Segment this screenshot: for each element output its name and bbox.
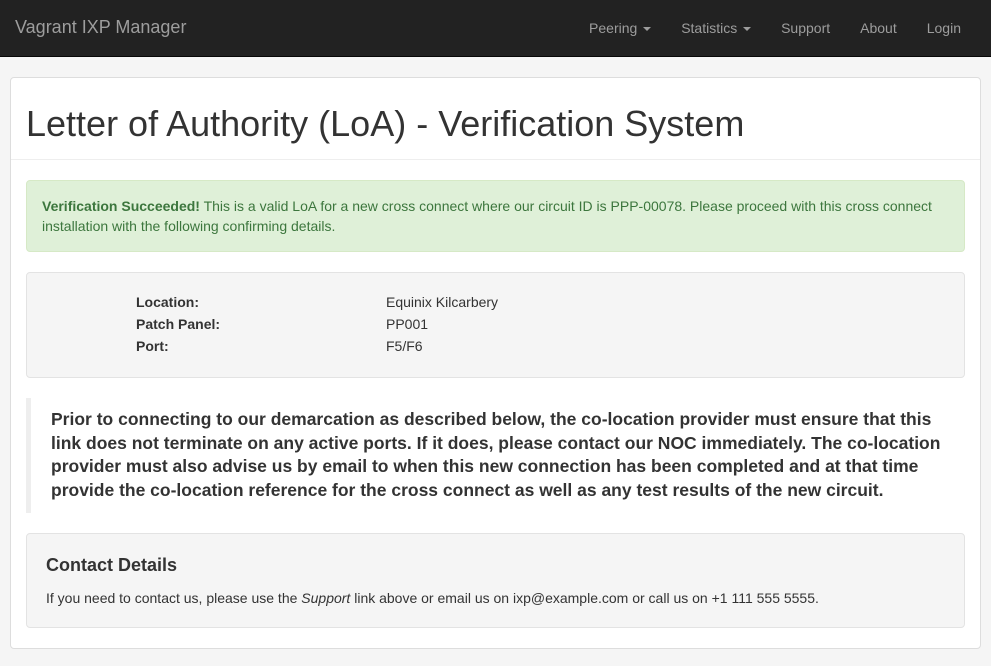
- alert-strong: Verification Succeeded!: [42, 198, 200, 214]
- nav-statistics[interactable]: Statistics: [666, 3, 766, 53]
- panel-value: PP001: [386, 314, 945, 334]
- port-value: F5/F6: [386, 336, 945, 356]
- location-label: Location:: [46, 292, 386, 312]
- detail-row-panel: Patch Panel: PP001: [46, 314, 945, 334]
- top-navbar: Vagrant IXP Manager Peering Statistics S…: [0, 0, 991, 57]
- chevron-down-icon: [743, 27, 751, 31]
- contact-well: Contact Details If you need to contact u…: [26, 533, 965, 629]
- contact-heading: Contact Details: [46, 553, 945, 579]
- detail-row-port: Port: F5/F6: [46, 336, 945, 356]
- notice-blockquote: Prior to connecting to our demarcation a…: [26, 398, 965, 513]
- nav-peering-label: Peering: [589, 20, 637, 36]
- nav-support[interactable]: Support: [766, 3, 845, 53]
- details-well: Location: Equinix Kilcarbery Patch Panel…: [26, 272, 965, 378]
- brand-link[interactable]: Vagrant IXP Manager: [15, 0, 186, 56]
- panel-label: Patch Panel:: [46, 314, 386, 334]
- detail-row-location: Location: Equinix Kilcarbery: [46, 292, 945, 312]
- contact-pre: If you need to contact us, please use th…: [46, 590, 301, 606]
- contact-support-em: Support: [301, 590, 350, 606]
- port-label: Port:: [46, 336, 386, 356]
- nav-statistics-label: Statistics: [681, 20, 737, 36]
- chevron-down-icon: [643, 27, 651, 31]
- page-title: Letter of Authority (LoA) - Verification…: [26, 98, 965, 149]
- nav-peering[interactable]: Peering: [574, 3, 666, 53]
- nav-menu: Peering Statistics Support About Login: [574, 3, 976, 53]
- contact-post: link above or email us on ixp@example.co…: [350, 590, 819, 606]
- nav-login[interactable]: Login: [912, 3, 976, 53]
- main-panel: Letter of Authority (LoA) - Verification…: [10, 77, 981, 650]
- content-area: Verification Succeeded! This is a valid …: [11, 180, 980, 648]
- nav-about[interactable]: About: [845, 3, 912, 53]
- page-header: Letter of Authority (LoA) - Verification…: [11, 78, 980, 160]
- contact-text: If you need to contact us, please use th…: [46, 588, 945, 608]
- success-alert: Verification Succeeded! This is a valid …: [26, 180, 965, 252]
- location-value: Equinix Kilcarbery: [386, 292, 945, 312]
